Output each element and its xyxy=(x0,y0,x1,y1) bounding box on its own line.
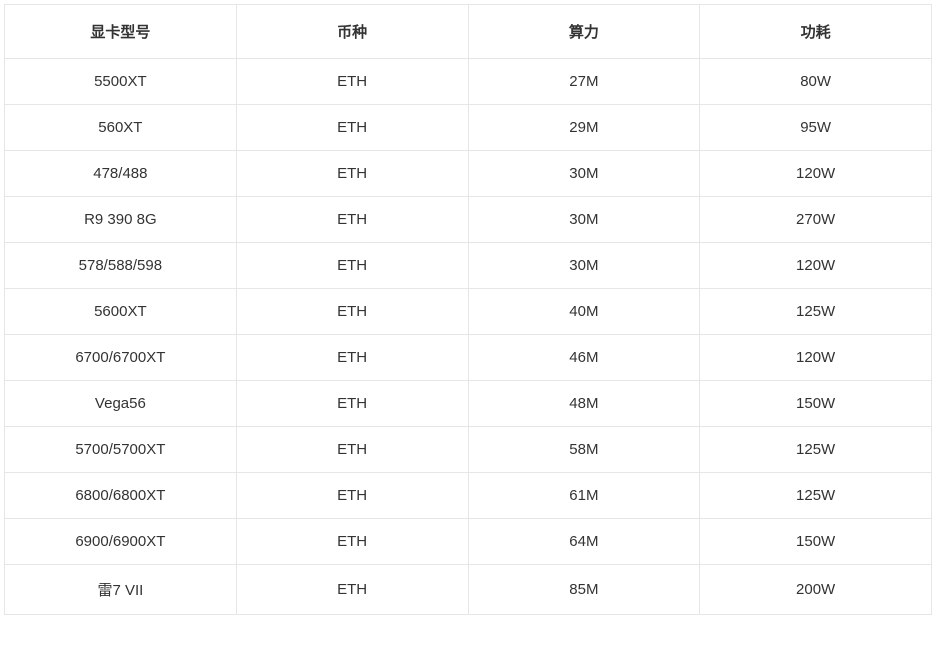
table-row: 5700/5700XT ETH 58M 125W xyxy=(5,427,932,473)
cell-model: 478/488 xyxy=(5,151,237,197)
cell-coin: ETH xyxy=(236,473,468,519)
cell-hash: 85M xyxy=(468,565,700,615)
cell-coin: ETH xyxy=(236,59,468,105)
cell-power: 120W xyxy=(700,243,932,289)
cell-coin: ETH xyxy=(236,151,468,197)
cell-model: R9 390 8G xyxy=(5,197,237,243)
cell-power: 80W xyxy=(700,59,932,105)
cell-power: 120W xyxy=(700,335,932,381)
cell-hash: 61M xyxy=(468,473,700,519)
cell-model: 6700/6700XT xyxy=(5,335,237,381)
table-row: 6900/6900XT ETH 64M 150W xyxy=(5,519,932,565)
cell-hash: 48M xyxy=(468,381,700,427)
col-header-coin: 币种 xyxy=(236,5,468,59)
table-row: 雷7 VII ETH 85M 200W xyxy=(5,565,932,615)
table-row: 578/588/598 ETH 30M 120W xyxy=(5,243,932,289)
cell-model: 6900/6900XT xyxy=(5,519,237,565)
table-header-row: 显卡型号 币种 算力 功耗 xyxy=(5,5,932,59)
cell-model: 5500XT xyxy=(5,59,237,105)
table-header: 显卡型号 币种 算力 功耗 xyxy=(5,5,932,59)
cell-model: 5600XT xyxy=(5,289,237,335)
cell-power: 150W xyxy=(700,381,932,427)
cell-power: 95W xyxy=(700,105,932,151)
table-row: R9 390 8G ETH 30M 270W xyxy=(5,197,932,243)
cell-hash: 46M xyxy=(468,335,700,381)
cell-power: 120W xyxy=(700,151,932,197)
cell-hash: 30M xyxy=(468,151,700,197)
cell-model: 雷7 VII xyxy=(5,565,237,615)
table-row: Vega56 ETH 48M 150W xyxy=(5,381,932,427)
table-body: 5500XT ETH 27M 80W 560XT ETH 29M 95W 478… xyxy=(5,59,932,615)
cell-hash: 64M xyxy=(468,519,700,565)
cell-power: 150W xyxy=(700,519,932,565)
table-row: 560XT ETH 29M 95W xyxy=(5,105,932,151)
table-row: 478/488 ETH 30M 120W xyxy=(5,151,932,197)
cell-model: 560XT xyxy=(5,105,237,151)
cell-power: 270W xyxy=(700,197,932,243)
cell-coin: ETH xyxy=(236,105,468,151)
cell-hash: 30M xyxy=(468,243,700,289)
table-row: 6700/6700XT ETH 46M 120W xyxy=(5,335,932,381)
cell-model: 578/588/598 xyxy=(5,243,237,289)
cell-hash: 27M xyxy=(468,59,700,105)
col-header-power: 功耗 xyxy=(700,5,932,59)
table-row: 6800/6800XT ETH 61M 125W xyxy=(5,473,932,519)
cell-hash: 58M xyxy=(468,427,700,473)
col-header-model: 显卡型号 xyxy=(5,5,237,59)
cell-power: 200W xyxy=(700,565,932,615)
cell-power: 125W xyxy=(700,427,932,473)
cell-coin: ETH xyxy=(236,197,468,243)
cell-hash: 40M xyxy=(468,289,700,335)
cell-coin: ETH xyxy=(236,335,468,381)
cell-coin: ETH xyxy=(236,243,468,289)
gpu-specs-table: 显卡型号 币种 算力 功耗 5500XT ETH 27M 80W 560XT E… xyxy=(4,4,932,615)
cell-coin: ETH xyxy=(236,381,468,427)
cell-coin: ETH xyxy=(236,427,468,473)
table-row: 5500XT ETH 27M 80W xyxy=(5,59,932,105)
cell-model: Vega56 xyxy=(5,381,237,427)
cell-coin: ETH xyxy=(236,565,468,615)
cell-hash: 29M xyxy=(468,105,700,151)
cell-power: 125W xyxy=(700,473,932,519)
cell-model: 5700/5700XT xyxy=(5,427,237,473)
cell-power: 125W xyxy=(700,289,932,335)
cell-hash: 30M xyxy=(468,197,700,243)
col-header-hash: 算力 xyxy=(468,5,700,59)
table-row: 5600XT ETH 40M 125W xyxy=(5,289,932,335)
cell-coin: ETH xyxy=(236,519,468,565)
cell-model: 6800/6800XT xyxy=(5,473,237,519)
cell-coin: ETH xyxy=(236,289,468,335)
